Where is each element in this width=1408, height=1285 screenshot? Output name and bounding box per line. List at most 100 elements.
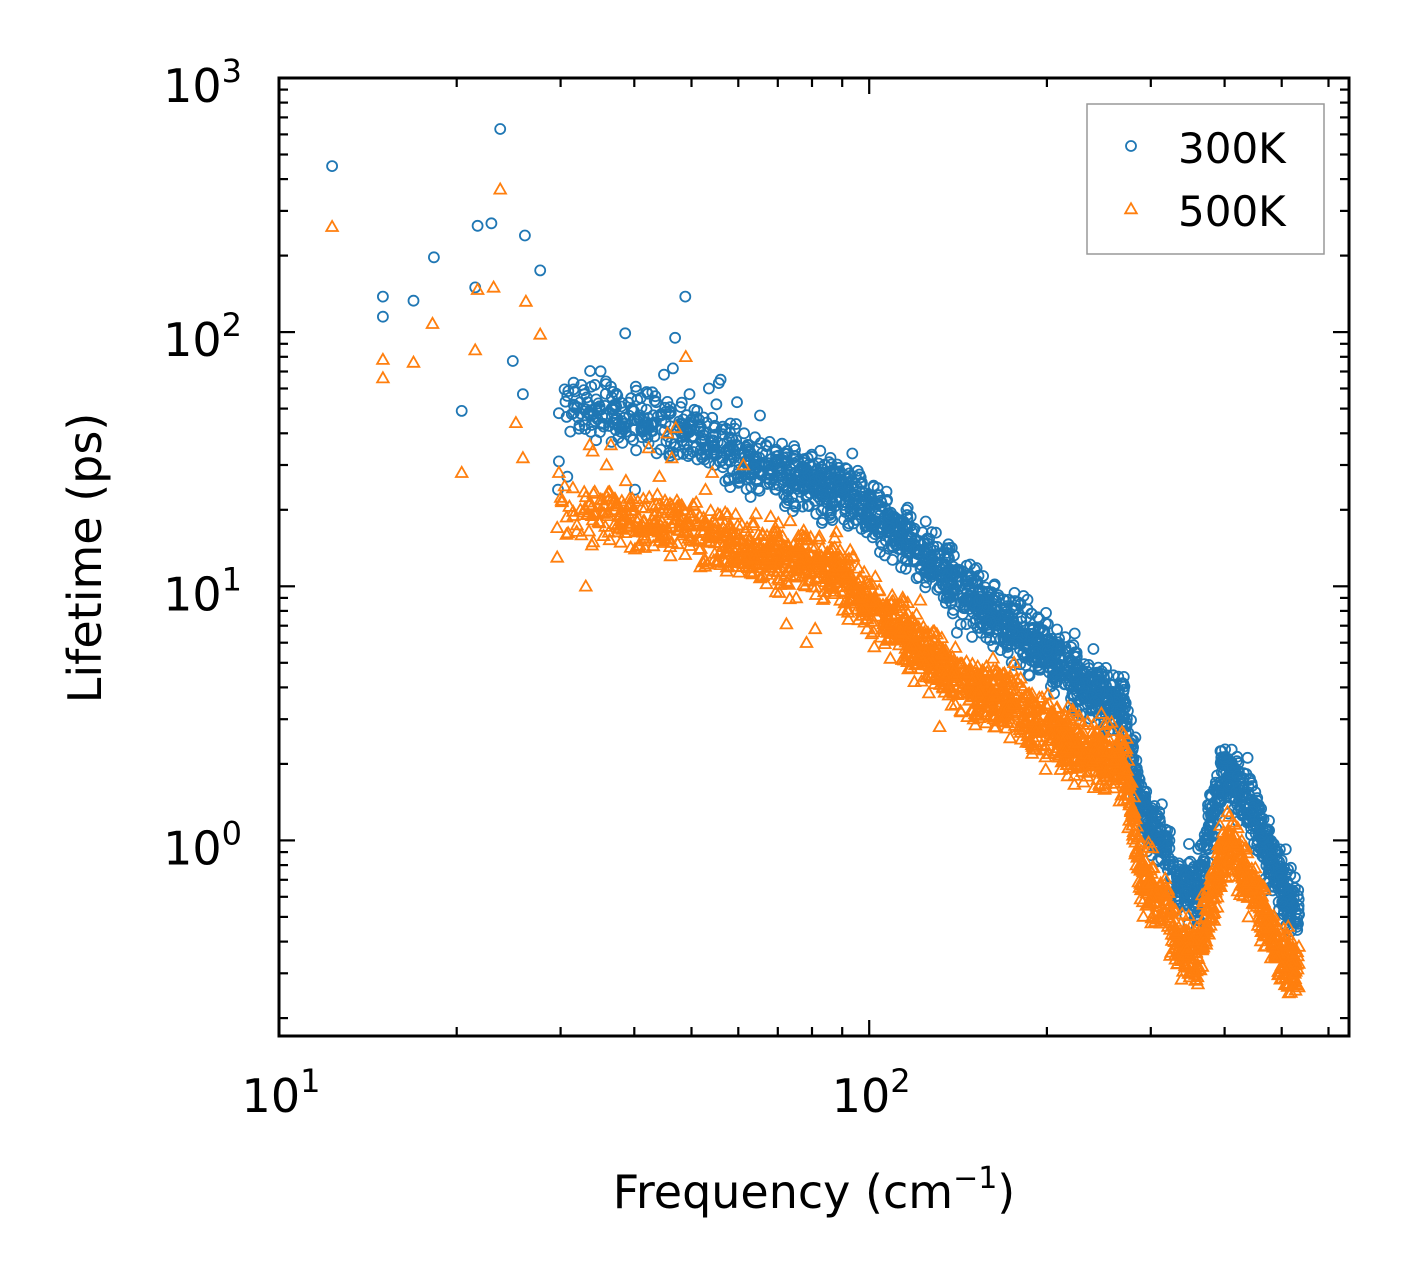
point-500k [1194,958,1210,972]
point-500k [732,543,748,557]
point-500k [830,559,846,573]
point-300k [1205,810,1218,823]
point-500k [1127,846,1143,860]
point-300k [1159,823,1172,836]
point-500k [569,517,585,531]
point-500k [1097,781,1112,795]
point-500k [1053,762,1069,775]
point-300k [647,409,660,422]
point-500k [1121,787,1137,801]
point-500k [1048,745,1063,759]
point-300k [849,488,861,501]
point-500k [1032,724,1047,738]
point-500k [549,520,565,533]
point-500k [966,711,982,725]
point-300k [1292,907,1305,920]
point-300k [568,401,581,414]
point-500k [851,612,866,626]
point-500k [950,687,965,700]
point-300k [1025,607,1038,620]
point-500k [375,370,391,384]
point-500k [602,484,617,498]
point-500k [1057,708,1073,722]
point-300k [615,400,628,413]
point-500k [873,629,889,643]
point-500k [678,349,694,363]
point-500k [1186,963,1202,977]
point-500k [1278,969,1293,983]
point-300k [1101,693,1114,705]
point-500k [841,611,856,625]
point-500k [871,582,887,596]
point-500k [1183,965,1199,978]
point-500k [763,509,779,522]
point-300k [1040,607,1052,619]
point-500k [1259,901,1275,915]
point-500k [921,685,937,699]
point-500k [1014,693,1030,707]
point-500k [866,639,882,653]
point-300k [559,395,572,408]
point-500k [1277,927,1293,941]
point-300k [582,407,594,420]
point-500k [599,457,614,471]
point-300k [558,383,571,396]
point-500k [581,523,597,537]
point-500k [762,553,778,567]
point-300k [960,618,973,631]
point-500k [814,540,830,554]
point-500k [840,601,856,615]
point-500k [985,694,1000,708]
point-500k [720,539,736,553]
point-500k [589,505,604,519]
point-300k [756,466,769,479]
point-300k [932,549,944,561]
tick-base: 10 [163,313,222,367]
point-300k [605,435,618,448]
point-500k [1219,854,1234,868]
point-500k [1160,881,1176,895]
point-300k [875,500,887,513]
point-500k [824,540,839,554]
point-500k [486,279,501,293]
point-500k [745,517,761,531]
point-500k [811,550,827,564]
plot-frame [277,76,1351,1038]
point-300k [1218,752,1231,765]
point-300k [642,437,655,450]
point-500k [698,482,713,495]
point-300k [1022,668,1035,681]
point-500k [1234,867,1250,881]
point-500k [1038,761,1054,775]
point-500k [406,354,421,368]
point-500k [903,637,919,651]
point-300k [658,368,670,381]
point-500k [663,505,679,519]
point-500k [1242,885,1258,899]
point-500k [518,293,534,307]
point-300k [1068,671,1080,683]
point-300k [1263,863,1275,875]
point-300k [731,396,743,409]
point-500k [900,606,916,620]
point-300k [697,411,710,424]
point-500k [1090,743,1105,757]
point-300k [1153,834,1166,847]
point-500k [1112,742,1128,756]
point-500k [1242,867,1257,881]
point-500k [771,529,786,543]
point-300k [841,479,853,492]
point-300k [1216,778,1229,791]
point-300k [919,515,932,528]
point-300k [407,294,420,307]
point-300k [648,430,661,443]
point-300k [982,622,994,635]
point-500k [1086,737,1101,750]
point-500k [771,544,787,557]
point-500k [686,497,701,511]
point-500k [655,525,671,539]
point-300k [1042,618,1054,630]
point-300k [1203,825,1216,838]
point-500k [943,663,959,676]
point-500k [802,546,818,560]
